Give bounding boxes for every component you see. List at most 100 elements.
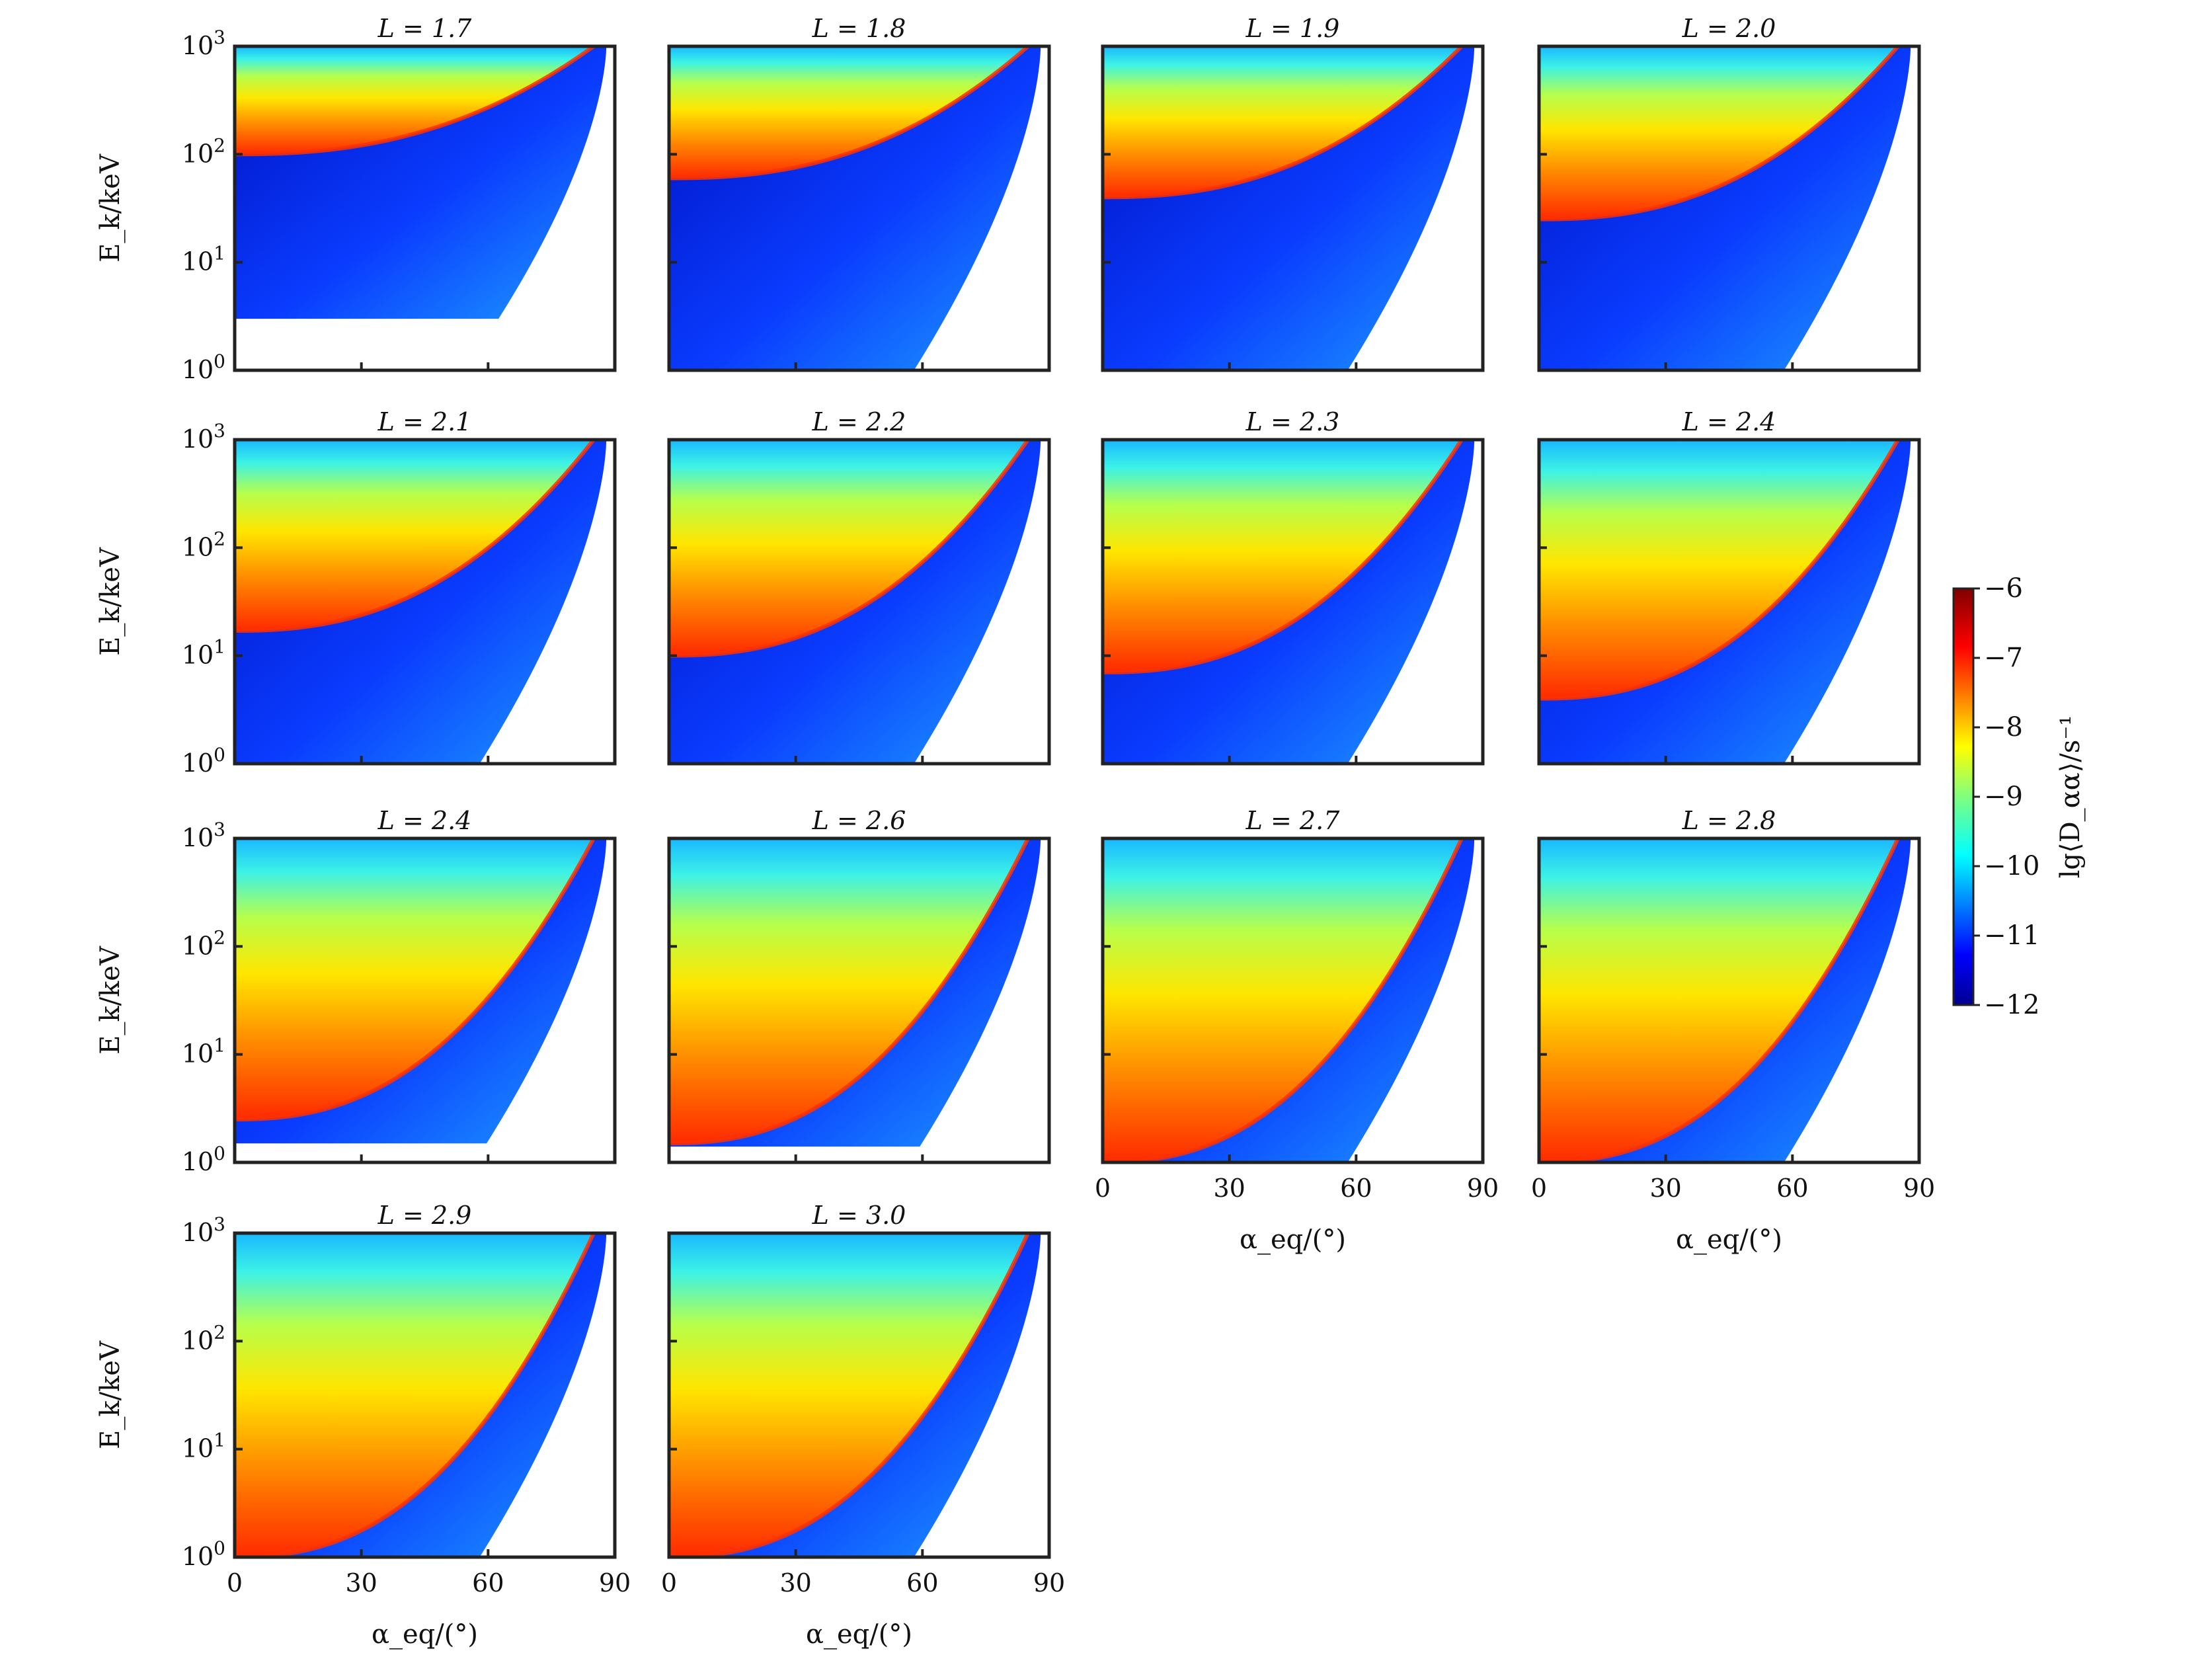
resonance-boundary <box>1539 46 1900 222</box>
x-tick-label: 30 <box>779 1568 811 1597</box>
panel-title: L = 2.4 <box>377 806 472 835</box>
heatmap-area <box>1539 838 1911 1162</box>
x-tick-label: 60 <box>1340 1174 1372 1203</box>
panel-11: 0 30 60 90 α_eq/(°) L = 2.8 <box>1531 806 1935 1255</box>
panel-title: L = 2.9 <box>377 1201 472 1230</box>
panel-3: L = 2.0 <box>1537 14 1921 372</box>
panel-title: L = 2.4 <box>1682 407 1776 436</box>
panel-title: L = 2.6 <box>812 806 906 835</box>
heatmap-area <box>1103 838 1475 1162</box>
panel-6: L = 2.3 <box>1101 407 1485 766</box>
panel-5: L = 2.2 <box>667 407 1051 766</box>
heatmap-area <box>669 1233 1041 1557</box>
heatmap-area <box>669 440 1041 764</box>
resonance-boundary <box>1103 440 1464 674</box>
colorbar-tick-label: −10 <box>1984 851 2039 881</box>
high-diffusion-region <box>669 46 1041 179</box>
x-tick-label: 0 <box>661 1568 677 1597</box>
panel-10: 0 30 60 90 α_eq/(°) L = 2.7 <box>1095 806 1499 1255</box>
panel-7: L = 2.4 <box>1537 407 1921 766</box>
y-tick-label: 100 <box>182 1143 225 1176</box>
heatmap-area <box>235 440 607 764</box>
colorbar-label: lg⟨D_αα⟩/s⁻¹ <box>2055 715 2086 879</box>
y-axis-label: E_k/keV <box>95 547 126 656</box>
y-tick-label: 103 <box>182 26 225 60</box>
panel-12: 100 101 102 103 0 30 60 90 α_eq/(°) E_k/keV L = 2.… <box>95 1201 631 1650</box>
panel-title: L = 2.3 <box>1245 407 1340 436</box>
heatmap-area <box>235 1233 607 1557</box>
y-tick-label: 101 <box>182 1035 225 1068</box>
resonance-boundary <box>669 838 1030 1146</box>
resonance-boundary <box>1539 838 1900 1162</box>
resonance-boundary <box>235 440 596 633</box>
x-tick-label: 90 <box>1467 1174 1499 1203</box>
high-diffusion-region <box>1539 440 1911 699</box>
heatmap-area <box>669 838 1041 1147</box>
y-tick-label: 100 <box>182 744 225 778</box>
x-tick-label: 90 <box>1903 1174 1935 1203</box>
y-tick-label: 102 <box>182 134 225 168</box>
heatmap-area <box>1103 46 1475 370</box>
y-tick-label: 101 <box>182 243 225 276</box>
high-diffusion-region <box>235 1233 607 1557</box>
panel-title: L = 2.7 <box>1245 806 1340 835</box>
panel-frame <box>1101 836 1485 1164</box>
resonance-boundary <box>1103 46 1464 200</box>
panel-title: L = 2.0 <box>1682 14 1776 43</box>
x-axis-label: α_eq/(°) <box>1240 1225 1346 1255</box>
resonance-boundary <box>235 1233 596 1557</box>
high-diffusion-region <box>1539 838 1911 1162</box>
y-tick-label: 103 <box>182 420 225 454</box>
panel-frame <box>1101 438 1485 766</box>
y-tick-label: 101 <box>182 1430 225 1463</box>
x-axis-label: α_eq/(°) <box>1676 1225 1782 1255</box>
y-axis-label: E_k/keV <box>95 1340 126 1449</box>
panel-title: L = 3.0 <box>812 1201 906 1230</box>
panel-frame <box>667 836 1051 1164</box>
panel-frame <box>1537 44 1921 372</box>
panel-title: L = 1.8 <box>812 14 906 43</box>
panel-frame <box>233 44 617 372</box>
panels-layer: 100 101 102 103 E_k/keV L = 1.7 L = 1.8 L = 1.9… <box>95 14 1935 1650</box>
heatmap-area <box>235 46 607 319</box>
x-tick-label: 0 <box>1531 1174 1547 1203</box>
panel-frame <box>667 44 1051 372</box>
panel-frame <box>233 438 617 766</box>
x-tick-label: 90 <box>599 1568 631 1597</box>
x-axis-label: α_eq/(°) <box>806 1619 912 1650</box>
panel-title: L = 2.2 <box>812 407 906 436</box>
high-diffusion-region <box>235 838 607 1119</box>
panel-frame <box>1537 438 1921 766</box>
y-tick-label: 102 <box>182 1321 225 1355</box>
resonance-boundary <box>1103 838 1464 1162</box>
panel-frame <box>233 836 617 1164</box>
x-tick-label: 90 <box>1033 1568 1065 1597</box>
x-tick-label: 30 <box>345 1568 377 1597</box>
colorbar-tick-label: −11 <box>1984 920 2039 951</box>
high-diffusion-region <box>1103 440 1475 672</box>
x-tick-label: 0 <box>1095 1174 1111 1203</box>
high-diffusion-region <box>669 440 1041 656</box>
heatmap-area <box>669 46 1041 370</box>
colorbar-tick-label: −7 <box>1984 643 2023 673</box>
heatmap-area <box>1103 440 1475 764</box>
panel-4: 100 101 102 103 E_k/keV L = 2.1 <box>95 407 617 778</box>
panel-frame <box>233 1231 617 1559</box>
colorbar-tick-label: −8 <box>1984 712 2023 743</box>
colorbar-gradient <box>1954 588 1973 1005</box>
x-tick-label: 60 <box>472 1568 504 1597</box>
resonance-boundary <box>669 46 1030 181</box>
panel-frame <box>667 438 1051 766</box>
panel-frame <box>1101 44 1485 372</box>
x-axis-label: α_eq/(°) <box>372 1619 478 1650</box>
panel-title: L = 2.8 <box>1682 806 1776 835</box>
high-diffusion-region <box>669 1233 1041 1557</box>
x-tick-label: 60 <box>1776 1174 1808 1203</box>
y-tick-label: 100 <box>182 1537 225 1571</box>
y-axis-label: E_k/keV <box>95 946 126 1055</box>
panel-0: 100 101 102 103 E_k/keV L = 1.7 <box>95 14 617 384</box>
y-tick-label: 101 <box>182 636 225 670</box>
high-diffusion-region <box>1103 838 1475 1162</box>
colorbar-tick-label: −9 <box>1984 782 2023 812</box>
